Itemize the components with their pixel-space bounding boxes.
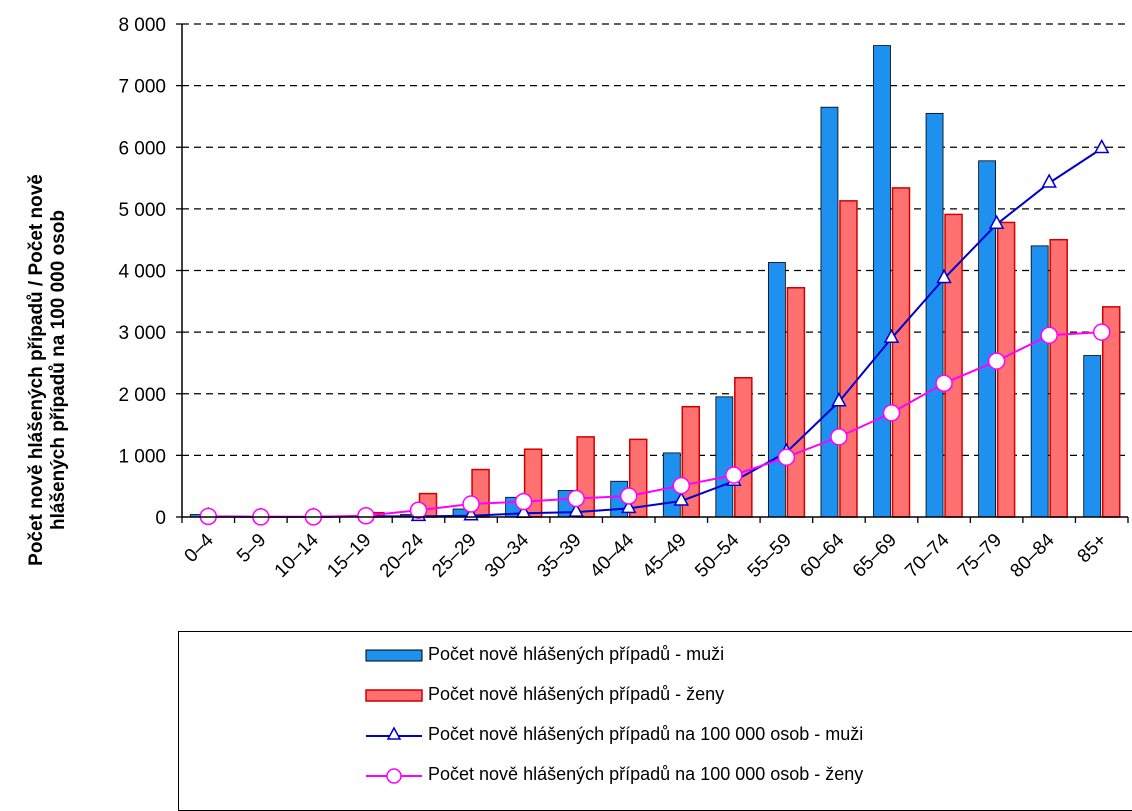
y-axis-label-line-1: Počet nově hlášených případů / Počet nov… <box>26 174 47 566</box>
x-tick-label: 70–74 <box>901 529 954 582</box>
x-tick-label: 80–84 <box>1006 529 1059 582</box>
bars <box>190 46 1119 517</box>
y-tick-labels: 0 1 000 2 000 3 000 4 000 5 000 6 000 7 000 8 00… <box>118 15 166 529</box>
point-marker-circle <box>778 449 794 465</box>
point-marker-circle <box>1041 327 1057 343</box>
legend-swatch-blue-bar <box>364 644 424 664</box>
point-marker-circle <box>1094 324 1110 340</box>
x-tick-label: 30–34 <box>481 529 534 582</box>
bar-men <box>979 161 996 517</box>
y-tick-label: 3 000 <box>118 323 166 344</box>
legend-swatch-red-bar <box>364 684 424 704</box>
x-tick-label: 40–44 <box>586 529 639 582</box>
legend-label: Počet nově hlášených případů - ženy <box>428 684 724 705</box>
point-marker-circle <box>989 353 1005 369</box>
point-marker-circle <box>516 494 532 510</box>
x-tick-label: 20–24 <box>376 529 429 582</box>
x-tick-label: 25–29 <box>428 530 480 582</box>
legend-item-men-cases: Počet nově hlášených případů - muži <box>364 642 724 666</box>
point-marker-circle <box>936 375 952 391</box>
legend-item-women-cases: Počet nově hlášených případů - ženy <box>364 682 724 706</box>
point-marker-circle <box>884 405 900 421</box>
x-tick-label: 35–39 <box>533 530 585 582</box>
x-tick-label: 0–4 <box>181 529 219 567</box>
point-marker-circle <box>726 467 742 483</box>
x-tick-label: 50–54 <box>691 529 744 582</box>
y-tick-label: 2 000 <box>118 385 166 406</box>
bar-men <box>926 113 943 517</box>
legend-swatch-triangle-line <box>364 724 424 744</box>
legend-item-men-rate: Počet nově hlášených případů na 100 000 … <box>364 722 863 746</box>
point-marker-circle <box>621 488 637 504</box>
bar-women <box>735 378 752 517</box>
chart: 0 1 000 2 000 3 000 4 000 5 000 6 000 7 000 8 00… <box>0 0 1132 640</box>
legend-swatch-circle-line <box>364 764 424 784</box>
y-tick-label: 4 000 <box>118 262 166 283</box>
bar-women <box>945 214 962 517</box>
y-tick-label: 5 000 <box>118 200 166 221</box>
point-marker-circle <box>831 429 847 445</box>
x-tick-label: 5–9 <box>233 530 270 567</box>
bar-women <box>893 188 910 517</box>
x-tick-label: 15–19 <box>323 530 375 582</box>
bar-men <box>716 397 733 517</box>
point-marker-triangle <box>1095 140 1108 152</box>
x-tick-label: 55–59 <box>744 530 796 582</box>
x-tick-label: 65–69 <box>849 530 901 582</box>
point-marker-circle <box>463 496 479 512</box>
y-axis-label-line-2: hlášených případů na 100 000 osob <box>48 210 69 530</box>
bar-women <box>1050 240 1067 517</box>
x-tick-label: 75–79 <box>954 530 1006 582</box>
bar-men <box>768 262 785 517</box>
bar-men <box>1084 356 1101 517</box>
bar-women <box>998 222 1015 517</box>
y-tick-label: 7 000 <box>118 77 166 98</box>
x-tick-label: 45–49 <box>639 530 691 582</box>
legend-label: Počet nově hlášených případů na 100 000 … <box>428 724 863 745</box>
point-marker-circle <box>673 478 689 494</box>
legend-item-women-rate: Počet nově hlášených případů na 100 000 … <box>364 762 863 786</box>
point-marker-circle <box>358 508 374 524</box>
bar-men <box>821 107 838 517</box>
point-marker-circle <box>568 491 584 507</box>
bar-men <box>874 46 891 517</box>
y-tick-label: 1 000 <box>118 446 166 467</box>
legend-label: Počet nově hlášených případů na 100 000 … <box>428 764 863 785</box>
bar-women <box>787 288 804 517</box>
bar-women <box>840 201 857 517</box>
series-line-circle <box>208 332 1101 517</box>
y-tick-label: 0 <box>155 508 166 529</box>
y-tick-label: 6 000 <box>118 138 166 159</box>
x-tick-label: 10–14 <box>271 529 324 582</box>
x-tick-label: 60–64 <box>796 529 849 582</box>
legend: Počet nově hlášených případů - muži Poče… <box>178 631 1132 811</box>
x-tick-label: 85+ <box>1074 530 1112 568</box>
y-tick-label: 8 000 <box>118 15 166 36</box>
legend-label: Počet nově hlášených případů - muži <box>428 644 724 665</box>
bar-men <box>1031 246 1048 517</box>
point-marker-circle <box>411 502 427 518</box>
